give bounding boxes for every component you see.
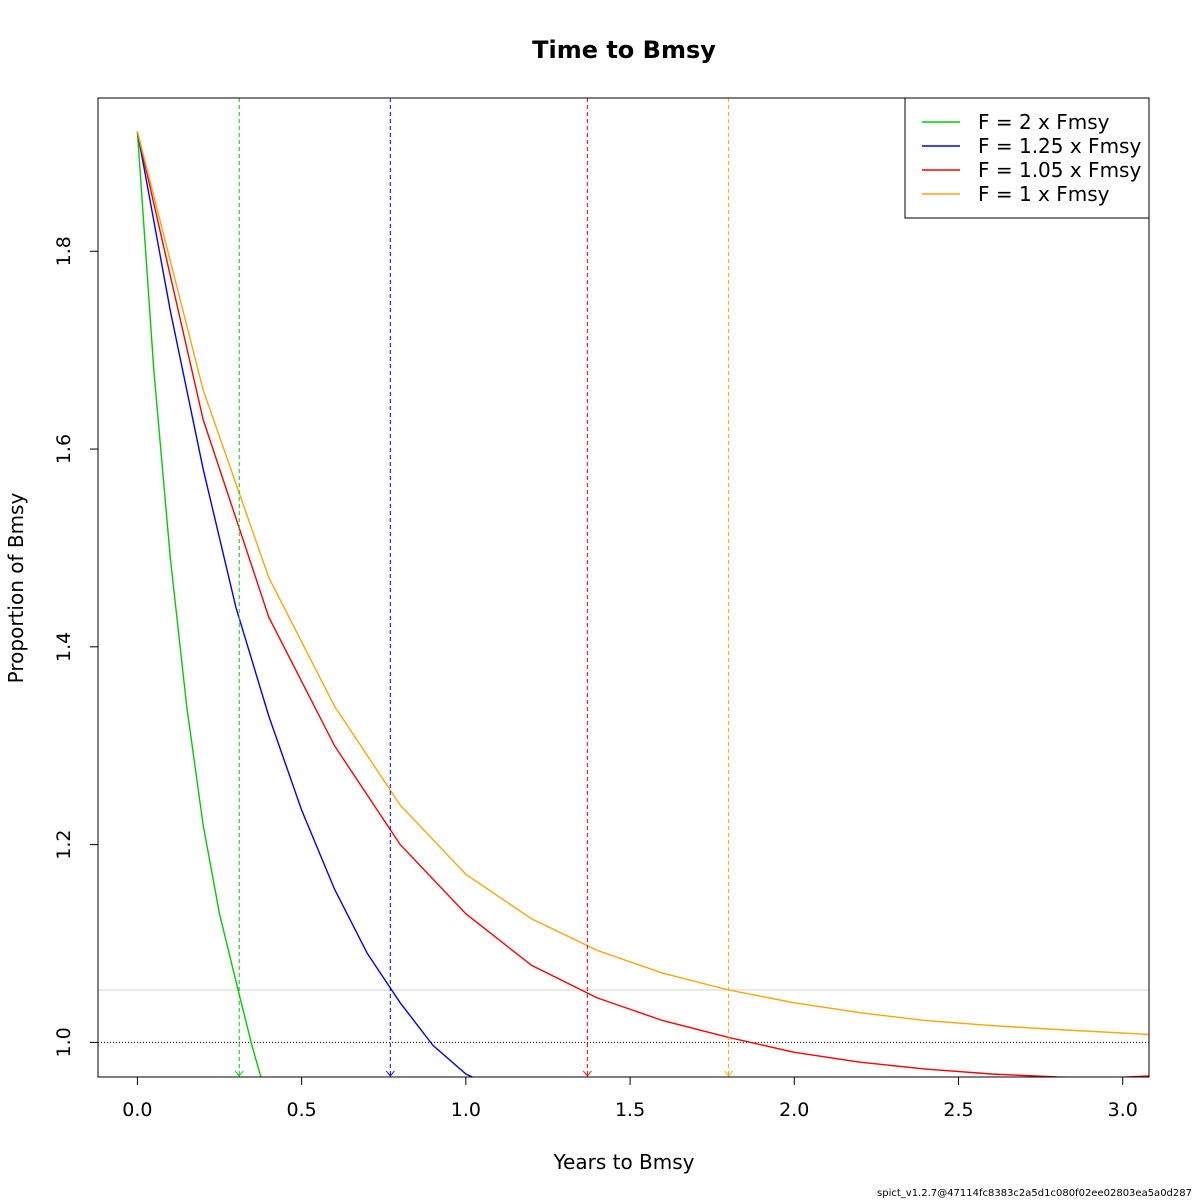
series-line-2 (136, 131, 473, 1077)
version-footer: spict_v1.2.7@47114fc8383c2a5d1c080f02ee0… (877, 1188, 1192, 1199)
y-tick-label: 1.4 (53, 632, 75, 662)
x-tick-label: 0.0 (122, 1099, 152, 1121)
chart-title: Time to Bmsy (532, 36, 716, 64)
legend-label-2: F = 1.25 x Fmsy (978, 134, 1141, 158)
marker-arrow-2 (385, 1070, 395, 1077)
plot-frame (97, 97, 1150, 1078)
marker-arrow-3 (582, 1070, 592, 1077)
series-line-1 (136, 131, 262, 1077)
y-tick-label: 1.0 (53, 1027, 75, 1057)
axes-layer: 0.0 0.5 1.0 1.5 2.0 2.5 3.0 1.0 1.2 1.4 1.6 1.8 (53, 97, 1150, 1121)
y-tick-label: 1.2 (53, 830, 75, 860)
marker-layer (234, 98, 733, 1077)
series-line-4 (136, 131, 1149, 1036)
marker-arrow-1 (234, 1070, 244, 1077)
legend-label-4: F = 1 x Fmsy (978, 182, 1110, 206)
x-tick-label: 2.0 (779, 1099, 809, 1121)
x-tick-label: 0.5 (287, 1099, 317, 1121)
legend-box (904, 97, 1150, 219)
y-tick-label: 1.8 (53, 236, 75, 266)
plot-area (98, 989, 1149, 1043)
legend-label-1: F = 2 x Fmsy (978, 110, 1110, 134)
y-axis-label: Proportion of Bmsy (4, 493, 28, 684)
x-tick-label: 2.5 (943, 1099, 973, 1121)
series-layer (136, 131, 1149, 1077)
x-tick-label: 1.0 (451, 1099, 481, 1121)
x-tick-label: 3.0 (1108, 1099, 1138, 1121)
legend-label-3: F = 1.05 x Fmsy (978, 158, 1141, 182)
y-tick-label: 1.6 (53, 434, 75, 464)
series-line-3 (136, 131, 1149, 1077)
x-tick-label: 1.5 (615, 1099, 645, 1121)
marker-arrow-4 (724, 1070, 733, 1077)
x-axis-label: Years to Bmsy (552, 1150, 694, 1174)
